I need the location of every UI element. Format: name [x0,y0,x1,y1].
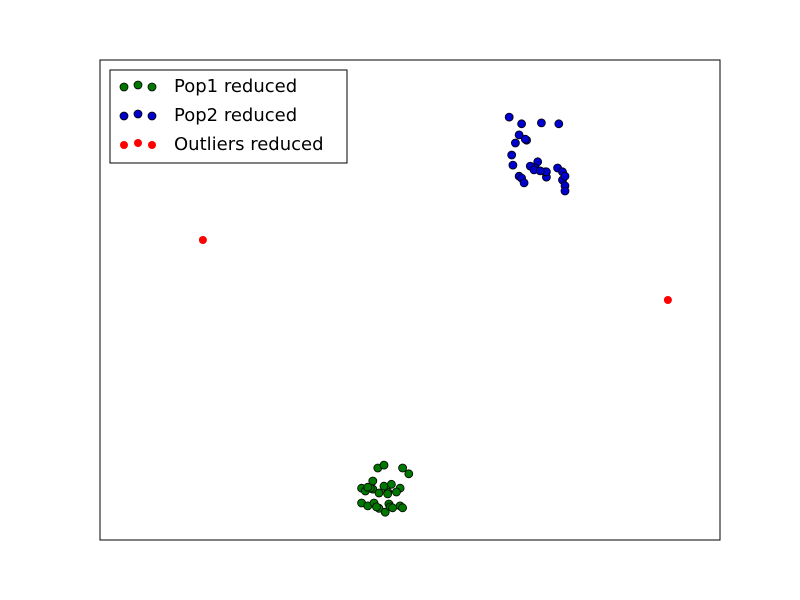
data-point [383,489,393,499]
data-point [379,460,389,470]
data-point [380,507,390,517]
legend-label: Outliers reduced [174,134,324,155]
data-point [504,112,514,122]
data-point [511,138,520,148]
data-point [663,296,672,304]
data-point [508,160,518,170]
data-point [507,150,517,160]
data-point [398,463,408,473]
legend-marker [120,141,128,149]
data-point [372,502,381,512]
data-point [514,130,524,140]
data-point [379,481,389,491]
legend: Pop1 reduced Pop2 reduced Outliers reduced [109,69,348,164]
data-point [404,469,414,479]
legend-marker [134,139,142,147]
data-point [537,118,546,128]
data-point [519,178,529,188]
series-0-points [357,460,414,517]
data-point [388,503,398,513]
data-point [398,503,408,513]
data-point [374,488,384,498]
legend-marker [147,111,157,121]
data-point [391,487,401,497]
data-point [520,134,530,144]
points-layer [198,112,672,517]
legend-label: Pop2 reduced [174,105,297,126]
legend-label: Pop1 reduced [174,76,297,97]
legend-marker [119,82,129,92]
legend-marker [133,80,143,90]
series-1-points [504,112,570,196]
legend-marker [119,111,129,121]
series-2-points [198,236,672,304]
data-point [535,166,545,176]
data-point [363,482,373,492]
data-point [386,479,396,489]
data-point [554,119,564,129]
data-point [198,236,207,244]
legend-marker [147,82,157,92]
data-point [517,119,526,129]
data-point [560,171,570,181]
data-point [560,186,570,196]
legend-marker [148,141,156,149]
legend-marker [133,109,143,119]
